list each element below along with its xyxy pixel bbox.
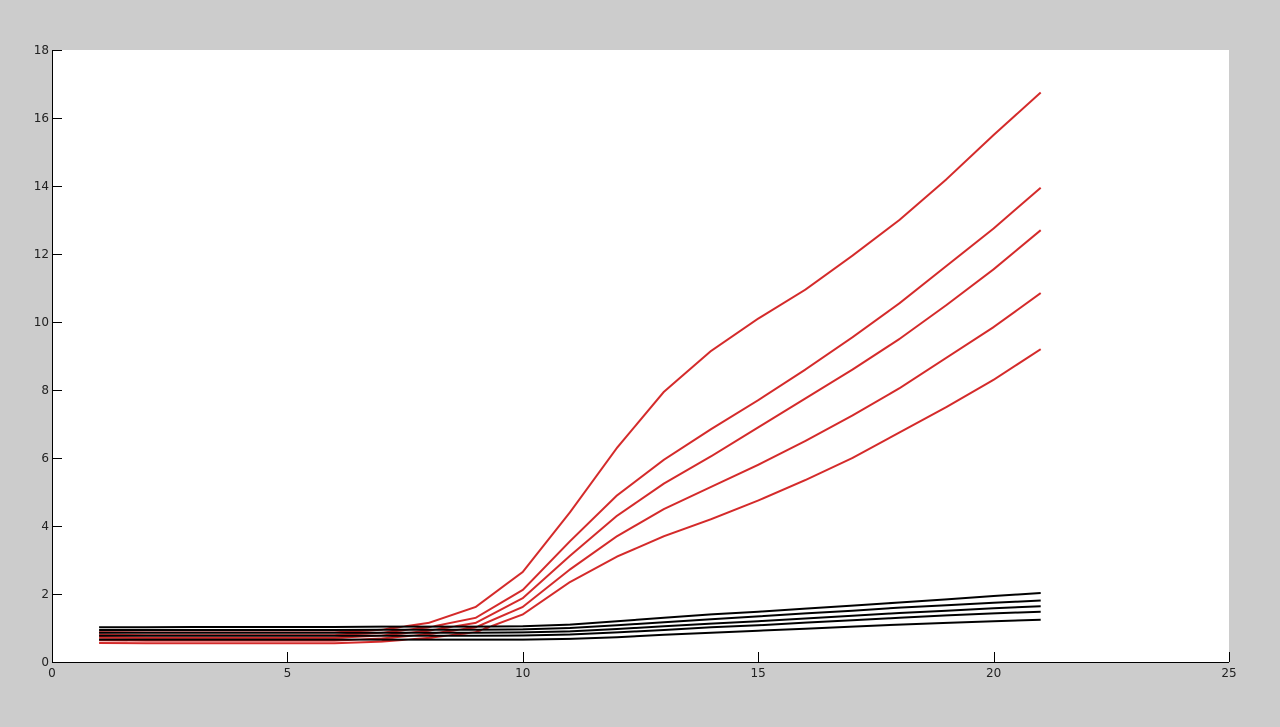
y-tick-label: 4 <box>41 519 49 533</box>
y-tick-label: 8 <box>41 383 49 397</box>
series-line-3 <box>99 229 1042 639</box>
x-tick-label: 0 <box>48 666 56 680</box>
x-tick-label: 15 <box>751 666 766 680</box>
x-tick-label: 10 <box>515 666 530 680</box>
series-line-5 <box>99 348 1042 645</box>
axes-layer: 0 5 10 15 20 25 0 2 4 6 8 10 12 14 16 18 <box>34 43 1237 680</box>
y-tick-label: 2 <box>41 587 49 601</box>
y-tick-label: 10 <box>34 315 49 329</box>
y-tick-label: 18 <box>34 43 49 57</box>
y-tick-label: 0 <box>41 655 49 669</box>
x-tick-label: 25 <box>1221 666 1236 680</box>
x-tick-label: 5 <box>284 666 292 680</box>
x-tick-label: 20 <box>986 666 1001 680</box>
series-line-9 <box>99 610 1041 637</box>
series-line-7 <box>99 599 1041 631</box>
series-line-10 <box>99 618 1041 641</box>
y-tick-label: 12 <box>34 247 49 261</box>
y-tick-label: 6 <box>41 451 49 465</box>
series-line-8 <box>99 605 1041 634</box>
series-layer <box>99 91 1042 645</box>
series-line-6 <box>99 592 1041 629</box>
y-tick-label: 14 <box>34 179 49 193</box>
y-tick-label: 16 <box>34 111 49 125</box>
plot-area <box>52 50 1229 662</box>
